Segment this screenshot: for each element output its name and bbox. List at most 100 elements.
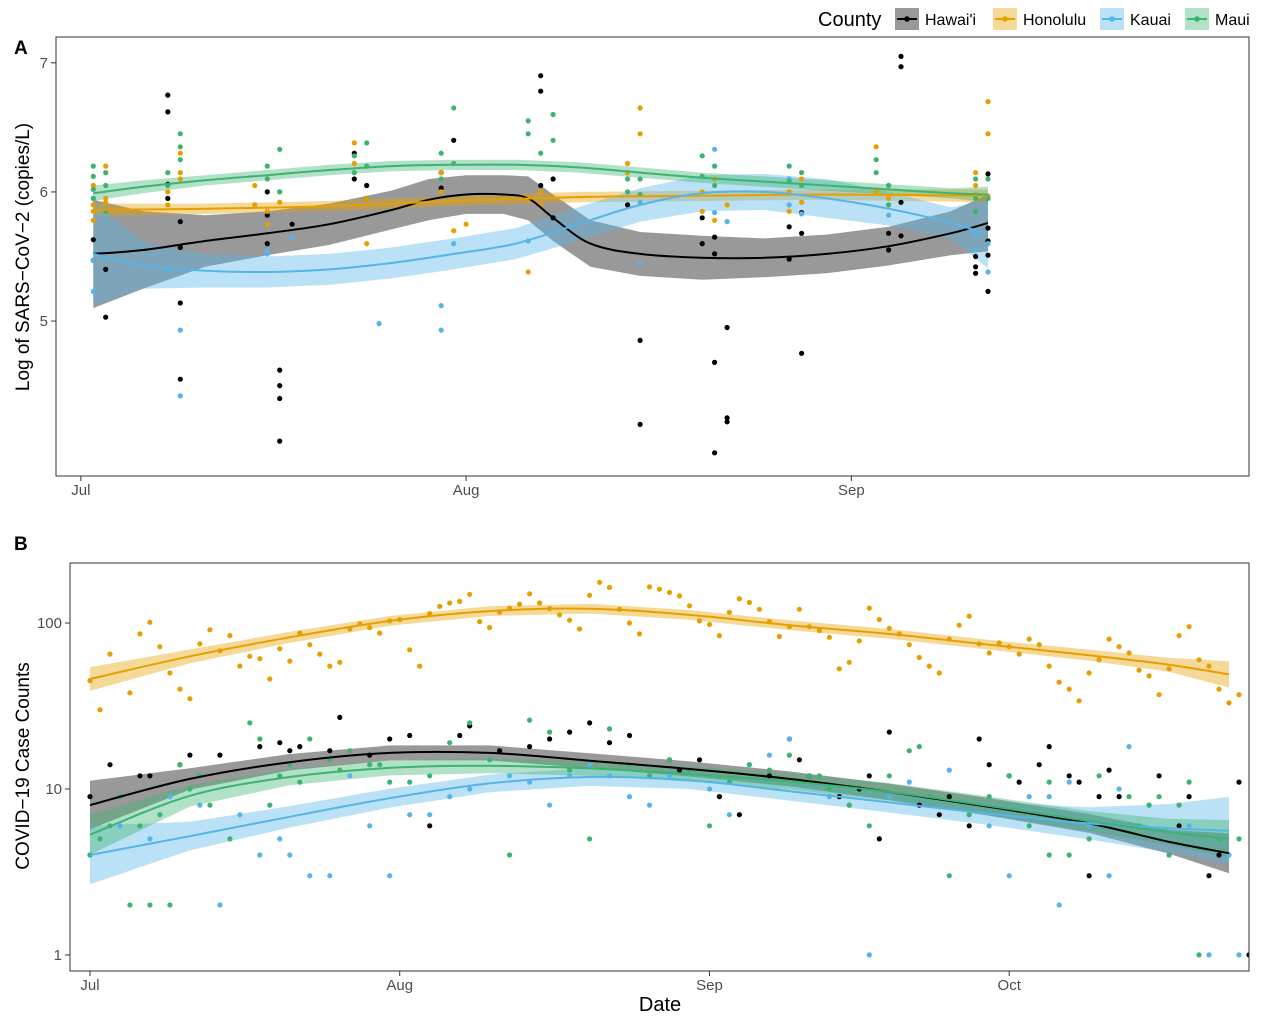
panel-a-point-kauai bbox=[712, 146, 718, 152]
panel-b-point-maui bbox=[487, 757, 493, 763]
panel-b-y-tick-label: 100 bbox=[37, 615, 62, 632]
panel-a-point-hawai-i bbox=[712, 234, 718, 240]
panel-a-point-hawai-i bbox=[289, 221, 295, 227]
panel-a-point-maui bbox=[799, 170, 805, 176]
panel-a-point-maui bbox=[451, 105, 457, 111]
panel-b-point-kauai bbox=[407, 812, 413, 818]
panel-b-point-honolulu bbox=[467, 591, 473, 597]
panel-b-point-maui bbox=[587, 836, 593, 842]
panel-b-point-hawai-i bbox=[1116, 794, 1122, 800]
panel-a-point-maui bbox=[90, 163, 96, 169]
panel-a-point-maui bbox=[985, 176, 991, 182]
panel-b-point-honolulu bbox=[996, 640, 1002, 646]
panel-a-point-hawai-i bbox=[538, 88, 544, 94]
panel-b-point-maui bbox=[97, 836, 103, 842]
panel-a-point-kauai bbox=[90, 288, 96, 294]
panel-b-point-kauai bbox=[347, 773, 353, 779]
panel-a-point-maui bbox=[625, 189, 631, 195]
panel-a-point-hawai-i bbox=[786, 224, 792, 230]
panel-a-point-hawai-i bbox=[799, 350, 805, 356]
panel-b-point-hawai-i bbox=[1036, 762, 1042, 768]
panel-b-point-hawai-i bbox=[497, 748, 503, 754]
panel-b-point-hawai-i bbox=[427, 823, 433, 829]
panel-a-point-honolulu bbox=[264, 208, 270, 214]
panel-a-point-hawai-i bbox=[177, 219, 183, 225]
panel-a-point-kauai bbox=[438, 327, 444, 333]
panel-b-point-maui bbox=[906, 748, 912, 754]
panel-b-point-honolulu bbox=[956, 622, 962, 628]
panel-a-point-maui bbox=[90, 186, 96, 192]
panel-b-point-hawai-i bbox=[626, 732, 633, 739]
panel-a-y-axis-label: Log of SARS−CoV−2 (copies/L) bbox=[13, 123, 34, 391]
panel-a-point-honolulu bbox=[873, 189, 879, 195]
panel-b-point-kauai bbox=[507, 773, 513, 779]
panel-b-point-kauai bbox=[886, 794, 892, 800]
panel-b-point-kauai bbox=[197, 802, 203, 808]
panel-b-point-honolulu bbox=[796, 606, 803, 612]
panel-b-point-maui bbox=[227, 836, 233, 842]
panel-b-point-honolulu bbox=[167, 670, 173, 676]
panel-b-point-hawai-i bbox=[387, 736, 393, 742]
panel-b-point-honolulu bbox=[177, 686, 183, 692]
panel-b-point-maui bbox=[826, 786, 833, 792]
panel-b-x-tick-label: Jul bbox=[80, 977, 99, 994]
panel-b-point-maui bbox=[447, 740, 453, 746]
panel-b-point-maui bbox=[1086, 836, 1092, 842]
panel-b-point-hawai-i bbox=[1096, 794, 1102, 800]
panel-b-point-kauai bbox=[1046, 794, 1052, 800]
panel-a-point-honolulu bbox=[985, 131, 991, 137]
panel-b-point-kauai bbox=[726, 812, 733, 818]
panel-b-point-kauai bbox=[1116, 786, 1122, 792]
panel-b-point-honolulu bbox=[1056, 679, 1062, 685]
panel-b-point-hawai-i bbox=[107, 762, 113, 768]
panel-a-point-honolulu bbox=[538, 189, 544, 195]
panel-a-point-hawai-i bbox=[364, 182, 370, 189]
panel-b-point-honolulu bbox=[287, 658, 293, 664]
panel-a-x-tick-label: Sep bbox=[838, 482, 865, 499]
panel-a-point-hawai-i bbox=[985, 225, 991, 231]
panel-a-point-maui bbox=[525, 118, 531, 124]
panel-b-point-hawai-i bbox=[946, 794, 952, 800]
panel-b-point-kauai bbox=[117, 823, 123, 829]
panel-b-point-honolulu bbox=[986, 650, 992, 656]
panel-a-point-hawai-i bbox=[264, 189, 270, 195]
panel-b-point-honolulu bbox=[517, 601, 523, 607]
panel-b-line-hawai-i bbox=[89, 750, 1230, 855]
panel-a-point-kauai bbox=[637, 260, 643, 266]
panel-b-point-honolulu bbox=[1016, 651, 1022, 657]
panel-a-point-maui bbox=[364, 140, 370, 146]
panel-a-point-honolulu bbox=[699, 208, 705, 214]
panel-b-point-maui bbox=[946, 873, 952, 879]
panel-a-point-maui bbox=[786, 163, 792, 169]
panel-a-point-hawai-i bbox=[712, 450, 718, 456]
panel-a-point-kauai bbox=[289, 234, 295, 240]
panel-a-point-hawai-i bbox=[699, 241, 705, 247]
panel-a-point-hawai-i bbox=[165, 92, 171, 98]
panel-b-point-kauai bbox=[167, 794, 173, 800]
panel-b-point-honolulu bbox=[646, 584, 653, 590]
panel-b-point-kauai bbox=[666, 773, 673, 779]
panel-b-point-maui bbox=[766, 767, 773, 773]
panel-a-point-maui bbox=[973, 208, 979, 214]
panel-a-point-kauai bbox=[264, 251, 270, 257]
panel-b-point-maui bbox=[297, 779, 303, 785]
panel-b-point-hawai-i bbox=[936, 812, 942, 818]
panel-b-point-honolulu bbox=[107, 651, 113, 657]
panel-b-y-tick-label: 1 bbox=[54, 947, 62, 964]
panel-b-point-hawai-i bbox=[1176, 823, 1182, 829]
panel-b-point-honolulu bbox=[207, 627, 213, 633]
panel-b-point-honolulu bbox=[746, 599, 753, 606]
panel-b-point-hawai-i bbox=[527, 744, 533, 750]
panel-b-point-hawai-i bbox=[457, 732, 463, 739]
panel-b-point-kauai bbox=[626, 794, 633, 800]
panel-b-point-hawai-i bbox=[567, 729, 573, 735]
panel-b-point-honolulu bbox=[756, 606, 763, 612]
panel-b-point-maui bbox=[746, 762, 753, 768]
panel-b-point-honolulu bbox=[1176, 633, 1182, 639]
panel-b-point-maui bbox=[886, 773, 892, 779]
panel-a-point-maui bbox=[90, 173, 96, 179]
panel-a-point-hawai-i bbox=[637, 337, 643, 343]
panel-b-point-honolulu bbox=[856, 638, 862, 644]
panel-a-point-honolulu bbox=[973, 170, 979, 176]
panel-a-point-hawai-i bbox=[438, 185, 444, 191]
